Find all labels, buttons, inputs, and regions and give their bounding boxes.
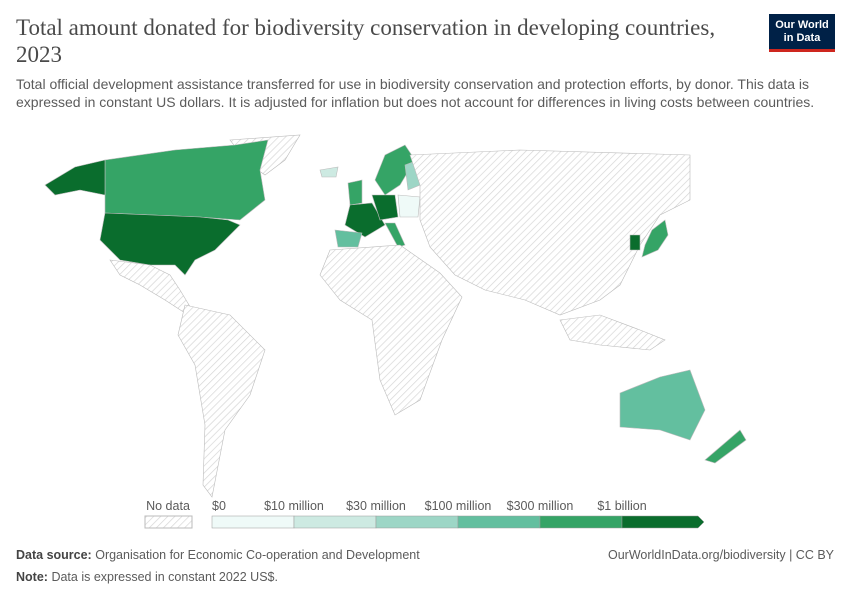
legend-bin (375, 515, 459, 529)
legend: No data $0 $10 million $30 million $100 mil… (144, 499, 705, 529)
legend-label: $100 million (425, 499, 492, 513)
no-data-label: No data (146, 499, 190, 513)
asia (409, 149, 691, 316)
canada (104, 139, 269, 221)
spain (334, 229, 363, 248)
logo[interactable]: Our World in Data (769, 14, 835, 52)
url[interactable]: OurWorldInData.org/biodiversity | CC BY (607, 548, 834, 562)
poland (397, 194, 421, 218)
africa (319, 244, 463, 416)
source: Data source: Organisation for Economic C… (16, 548, 420, 562)
south-america (177, 304, 266, 498)
source-label: Data source: (16, 548, 92, 562)
logo-line: Our World (775, 19, 829, 31)
legend-bin (293, 515, 377, 529)
france (344, 202, 386, 238)
uk (347, 179, 363, 206)
australia (619, 369, 706, 441)
iceland (319, 166, 339, 178)
legend-bin (211, 515, 295, 529)
countries (44, 134, 747, 498)
source-text: Organisation for Economic Co-operation a… (95, 548, 420, 562)
usa (99, 212, 241, 276)
italy (384, 222, 406, 248)
legend-label: $300 million (507, 499, 574, 513)
logo-line: in Data (783, 32, 821, 44)
germany (371, 194, 399, 221)
title: Total amount donated for biodiversity co… (16, 15, 716, 67)
new-zealand (704, 429, 747, 464)
islands (559, 314, 666, 351)
note-label: Note: (16, 570, 48, 584)
subtitle: Total official development assistance tr… (16, 76, 815, 110)
legend-label: $1 billion (597, 499, 646, 513)
legend-bin (539, 515, 623, 529)
korea (629, 234, 641, 251)
no-data-swatch (144, 515, 193, 529)
map: No data $0 $10 million $30 million $100 mil… (44, 134, 747, 529)
legend-label: $10 million (264, 499, 324, 513)
legend-label: $30 million (346, 499, 406, 513)
alaska (44, 159, 106, 196)
legend-bin (457, 515, 541, 529)
legend-bin (621, 515, 705, 529)
note-text: Data is expressed in constant 2022 US$. (51, 570, 278, 584)
japan (641, 219, 669, 258)
note: Note: Data is expressed in constant 2022… (16, 570, 278, 584)
legend-label: $0 (212, 499, 226, 513)
